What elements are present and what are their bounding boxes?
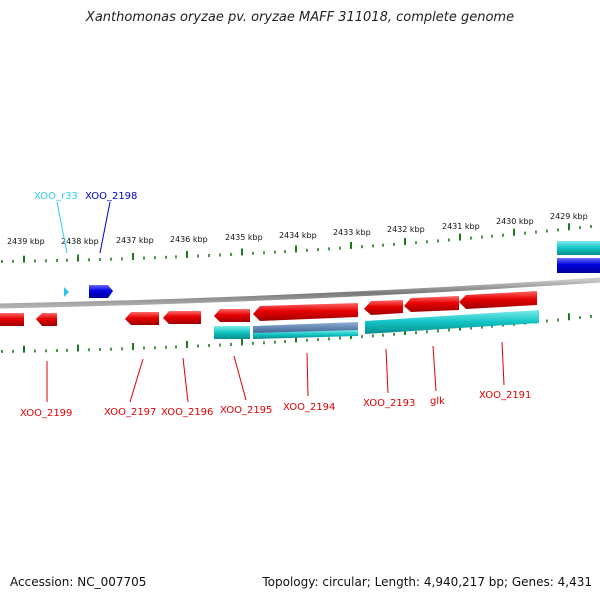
gene-label-XOO_2191[interactable]: XOO_2191 xyxy=(479,390,531,401)
gene-XOO_2195[interactable] xyxy=(214,309,250,322)
gene-XOO_2197[interactable] xyxy=(125,312,159,325)
genome-info-text: Topology: circular; Length: 4,940,217 bp… xyxy=(262,575,592,589)
feature-teal-2194[interactable] xyxy=(253,330,358,339)
gene-XOO_2193[interactable] xyxy=(364,300,403,315)
scale-label: 2430 kbp xyxy=(496,217,534,226)
scale-labels: 2439 kbp 2438 kbp 2437 kbp 2436 kbp 2435… xyxy=(7,212,588,246)
gene-label-XOO_r33[interactable]: XOO_r33 xyxy=(34,191,78,202)
leader-XOO_2191 xyxy=(501,341,505,386)
scale-label: 2434 kbp xyxy=(279,231,317,240)
scale-label: 2438 kbp xyxy=(61,237,99,246)
scale-label: 2435 kbp xyxy=(225,233,263,242)
scale-label: 2433 kbp xyxy=(333,228,371,237)
leader-XOO_2196 xyxy=(182,357,189,403)
gene-label-XOO_2198[interactable]: XOO_2198 xyxy=(85,191,137,202)
gene-XOO_2199[interactable] xyxy=(36,313,57,326)
leader-XOO_r33 xyxy=(56,201,68,254)
feature-teal-2193-2191[interactable] xyxy=(365,310,539,334)
gene-XOO_2196[interactable] xyxy=(163,311,201,324)
feature-teal-2195[interactable] xyxy=(214,326,250,339)
map-title: Xanthomonas oryzae pv. oryzae MAFF 31101… xyxy=(85,10,515,25)
scale-label: 2436 kbp xyxy=(170,235,208,244)
gene-forward-right[interactable] xyxy=(557,258,600,273)
leader-XOO_2198 xyxy=(99,201,111,254)
inner-features xyxy=(214,310,539,339)
scale-label: 2437 kbp xyxy=(116,236,154,245)
leader-XOO_2197 xyxy=(129,358,144,403)
scale-ticks-outer xyxy=(1,223,592,263)
scale-label: 2432 kbp xyxy=(387,225,425,234)
leader-XOO_2195 xyxy=(233,355,247,401)
gene-label-XOO_2196[interactable]: XOO_2196 xyxy=(161,407,213,418)
scale-label: 2439 kbp xyxy=(7,237,45,246)
gene-XOO_2198[interactable] xyxy=(89,285,113,298)
gene-label-XOO_2193[interactable]: XOO_2193 xyxy=(363,398,415,409)
gene-label-XOO_2195[interactable]: XOO_2195 xyxy=(220,405,272,416)
gene-left-edge[interactable] xyxy=(0,313,24,326)
scale-label: 2429 kbp xyxy=(550,212,588,221)
leader-lines xyxy=(46,201,505,403)
gene-label-glk[interactable]: glk xyxy=(430,396,445,407)
gene-label-XOO_2194[interactable]: XOO_2194 xyxy=(283,402,335,413)
genome-backbone xyxy=(0,277,600,309)
leader-glk xyxy=(432,345,437,392)
gene-XOO_2194[interactable] xyxy=(253,303,358,321)
feature-teal-right[interactable] xyxy=(557,241,600,255)
accession-text: Accession: NC_007705 xyxy=(10,575,147,589)
reverse-strand xyxy=(0,291,537,326)
gene-label-XOO_2197[interactable]: XOO_2197 xyxy=(104,407,156,418)
leader-XOO_2193 xyxy=(385,348,389,394)
gene-glk[interactable] xyxy=(404,296,459,312)
gene-XOO_2191[interactable] xyxy=(459,291,537,309)
leader-XOO_2194 xyxy=(306,352,309,397)
forward-strand xyxy=(64,241,600,298)
gene-XOO_r33[interactable] xyxy=(64,287,69,297)
gene-labels: XOO_r33 XOO_2198 XOO_2199 XOO_2197 XOO_2… xyxy=(20,191,531,419)
gene-label-XOO_2199[interactable]: XOO_2199 xyxy=(20,408,72,419)
scale-label: 2431 kbp xyxy=(442,222,480,231)
